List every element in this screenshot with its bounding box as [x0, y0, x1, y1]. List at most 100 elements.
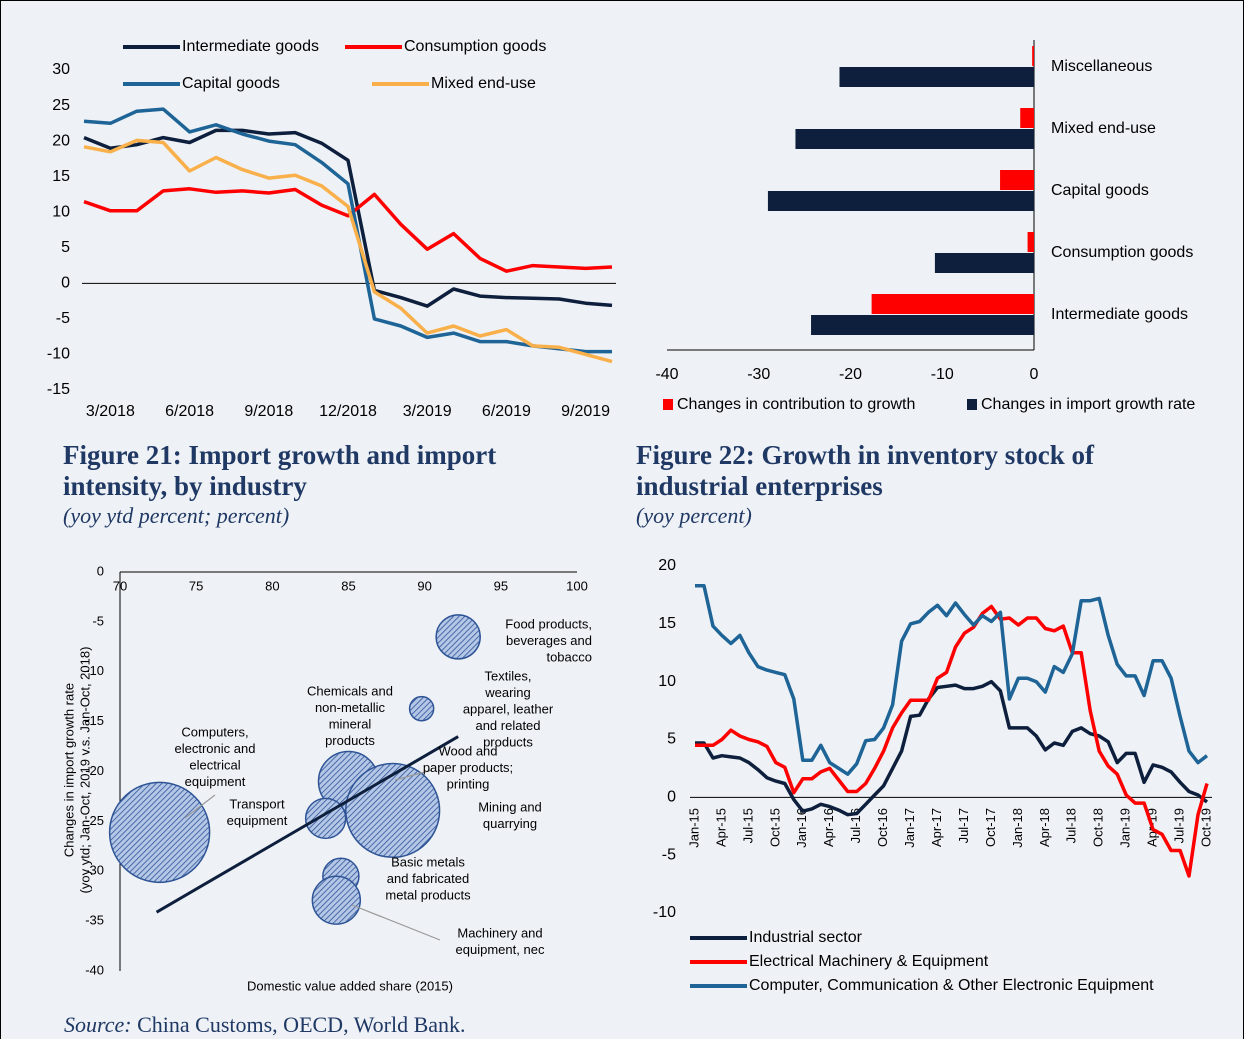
bubble	[435, 614, 481, 660]
x-tick-label: Jul-15	[740, 808, 755, 843]
bar	[934, 253, 1034, 273]
caption-title: Figure 21: Import growth and import inte…	[63, 440, 497, 501]
x-tick-label: -30	[747, 366, 770, 383]
x-tick-label: Jan-17	[902, 808, 917, 848]
bubble-label: Mining and	[478, 799, 542, 814]
x-tick-label: Apr-16	[821, 808, 836, 847]
x-tick-label: Oct-16	[875, 808, 890, 847]
bar	[795, 129, 1034, 149]
x-tick-label: -40	[655, 366, 678, 383]
x-tick-label: Jul-16	[848, 808, 863, 843]
legend-label: Mixed end-use	[431, 75, 536, 92]
x-tick-label: Jul-17	[956, 808, 971, 843]
bubble-label: products	[483, 734, 533, 749]
bar	[1020, 108, 1034, 128]
bubble-label: products	[325, 733, 375, 748]
x-tick-label: 6/2019	[482, 403, 531, 420]
bubble-label: and related	[475, 718, 540, 733]
caption-subtitle: (yoy percent)	[636, 503, 752, 528]
legend-swatch	[967, 399, 977, 410]
bubble-label: Wood and	[438, 743, 497, 758]
y-tick-label: 0	[667, 789, 676, 806]
series-line	[83, 107, 612, 354]
legend-label: Computer, Communication & Other Electron…	[749, 977, 1154, 994]
bubble	[108, 781, 211, 884]
bubble-label: equipment	[227, 813, 288, 828]
bubble-label: mineral	[329, 716, 372, 731]
caption-subtitle: (yoy ytd percent; percent)	[63, 503, 290, 528]
bar	[1000, 170, 1034, 190]
x-tick-label: 80	[265, 578, 279, 593]
series-line	[83, 187, 613, 273]
series-line	[695, 583, 1209, 776]
bubble	[345, 762, 441, 859]
y-tick-label: -15	[47, 381, 70, 398]
y-tick-label: -20	[85, 763, 104, 778]
trend-line	[155, 735, 459, 914]
category-label: Miscellaneous	[1051, 58, 1152, 75]
legend-label: Changes in import growth rate	[981, 396, 1195, 413]
y-tick-label: -5	[92, 613, 104, 628]
x-tick-label: Jan-16	[794, 808, 809, 848]
bubble-label: Computers,	[181, 724, 248, 739]
bubble	[311, 875, 362, 925]
bubble-label: equipment	[185, 774, 246, 789]
y-tick-label: 30	[52, 61, 70, 78]
legend-label: Intermediate goods	[182, 38, 319, 55]
y-tick-label: -40	[85, 962, 104, 977]
bubble-label: Machinery and	[457, 925, 542, 940]
series-line	[83, 128, 613, 308]
bar	[839, 67, 1034, 87]
caption-22: Figure 22: Growth in inventory stock of …	[636, 440, 1156, 530]
x-tick-label: -10	[931, 366, 954, 383]
y-tick-label: -5	[662, 846, 676, 863]
caption-title: Figure 22: Growth in inventory stock of …	[636, 440, 1094, 501]
y-tick-label: 20	[658, 557, 676, 574]
leader-line	[351, 904, 441, 941]
x-tick-label: Oct-17	[983, 808, 998, 847]
bubble-label: wearing	[484, 685, 531, 700]
legend-label: Changes in contribution to growth	[677, 396, 915, 413]
y-tick-label: 0	[61, 275, 70, 292]
y-tick-label: 0	[97, 563, 104, 578]
leader-line	[394, 769, 433, 781]
y-tick-label: -15	[85, 713, 104, 728]
bubble-label: quarrying	[483, 816, 537, 831]
bubble-label: apparel, leather	[463, 701, 554, 716]
category-label: Consumption goods	[1051, 244, 1193, 261]
x-tick-label: Oct-15	[767, 808, 782, 847]
bubble-label: electronic and	[175, 741, 256, 756]
x-tick-label: Oct-19	[1198, 808, 1213, 847]
bar	[767, 191, 1034, 211]
y-tick-label: 5	[667, 731, 676, 748]
series-line	[695, 604, 1209, 878]
legend-label: Electrical Machinery & Equipment	[749, 953, 989, 970]
y-tick-label: 5	[61, 239, 70, 256]
x-tick-label: 6/2018	[165, 403, 214, 420]
legend-label: Industrial sector	[749, 929, 863, 946]
x-tick-label: Jul-18	[1064, 808, 1079, 843]
legend-label: Consumption goods	[404, 38, 546, 55]
bar	[871, 294, 1034, 314]
source: Source: China Customs, OECD, World Bank.	[64, 1012, 466, 1038]
y-tick-label: -35	[85, 913, 104, 928]
bubble-label: Basic metals	[391, 854, 465, 869]
bar	[1032, 46, 1034, 66]
x-tick-label: 95	[494, 578, 508, 593]
x-tick-label: Jul-19	[1171, 808, 1186, 843]
bubble-label: Textiles,	[485, 668, 532, 683]
y-tick-label: 10	[658, 673, 676, 690]
x-tick-label: 3/2019	[403, 403, 452, 420]
bubble-label: Chemicals and	[307, 683, 393, 698]
bubble-label: paper products;	[423, 760, 513, 775]
category-label: Mixed end-use	[1051, 120, 1156, 137]
x-tick-label: 70	[113, 578, 127, 593]
x-tick-label: Jan-15	[686, 808, 701, 848]
source-label: Source:	[64, 1012, 132, 1037]
x-tick-label: 75	[189, 578, 203, 593]
x-tick-label: 100	[566, 578, 588, 593]
y-tick-label: -10	[47, 346, 70, 363]
y-tick-label: -30	[85, 863, 104, 878]
x-tick-label: 12/2018	[319, 403, 377, 420]
